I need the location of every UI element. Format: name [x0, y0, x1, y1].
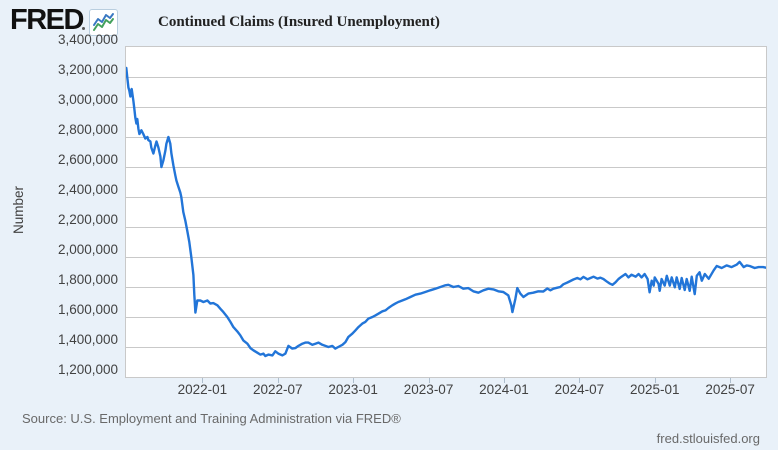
y-axis-tick-label: 2,800,000 [57, 122, 118, 137]
y-axis-tick-label: 3,400,000 [57, 32, 118, 47]
y-axis-tick-label: 1,200,000 [57, 362, 118, 377]
y-axis-tick-label: 1,600,000 [57, 302, 118, 317]
x-axis-tick-mark [428, 378, 430, 383]
x-axis-tick-mark [503, 378, 505, 383]
y-axis-tick-label: 2,600,000 [57, 152, 118, 167]
x-axis-tick-mark [654, 378, 656, 383]
x-axis-tick-mark [353, 378, 355, 383]
x-axis-tick-label: 2023-01 [328, 382, 378, 397]
site-url-text: fred.stlouisfed.org [656, 431, 760, 446]
series-plot [126, 66, 766, 358]
x-axis-tick-label: 2023-07 [403, 382, 454, 397]
registered-trademark-dot [82, 27, 85, 30]
x-axis-tick-label: 2024-07 [554, 382, 605, 397]
y-axis-tick-label: 2,400,000 [57, 182, 118, 197]
y-axis-tick-label: 3,000,000 [57, 92, 118, 107]
fred-logo: FRED [10, 4, 84, 36]
legend: Continued Claims (Insured Unemployment) [122, 12, 440, 32]
x-axis-tick-label: 2022-07 [252, 382, 303, 397]
x-axis-tick-label: 2022-01 [177, 382, 228, 397]
y-axis-tick-label: 2,200,000 [57, 212, 118, 227]
fred-sparkline-icon [89, 9, 118, 36]
x-axis-tick-mark [579, 378, 581, 383]
x-axis-tick-mark [730, 378, 732, 383]
x-axis-tick-mark [202, 378, 204, 383]
legend-series-label: Continued Claims (Insured Unemployment) [158, 13, 440, 30]
y-axis-tick-label: 3,200,000 [57, 62, 118, 77]
data-line [126, 66, 766, 358]
x-axis-tick-label: 2024-01 [479, 382, 529, 397]
source-text: Source: U.S. Employment and Training Adm… [22, 411, 401, 426]
x-axis-tick-mark [277, 378, 279, 383]
y-axis-tick-label: 1,800,000 [57, 272, 118, 287]
plot-area [125, 46, 767, 378]
y-axis-tick-label: 2,000,000 [57, 242, 118, 257]
legend-line-swatch [122, 21, 149, 24]
y-axis-tick-label: 1,400,000 [57, 332, 118, 347]
x-axis-tick-label: 2025-07 [705, 382, 755, 397]
x-axis-tick-label: 2025-01 [629, 382, 680, 397]
